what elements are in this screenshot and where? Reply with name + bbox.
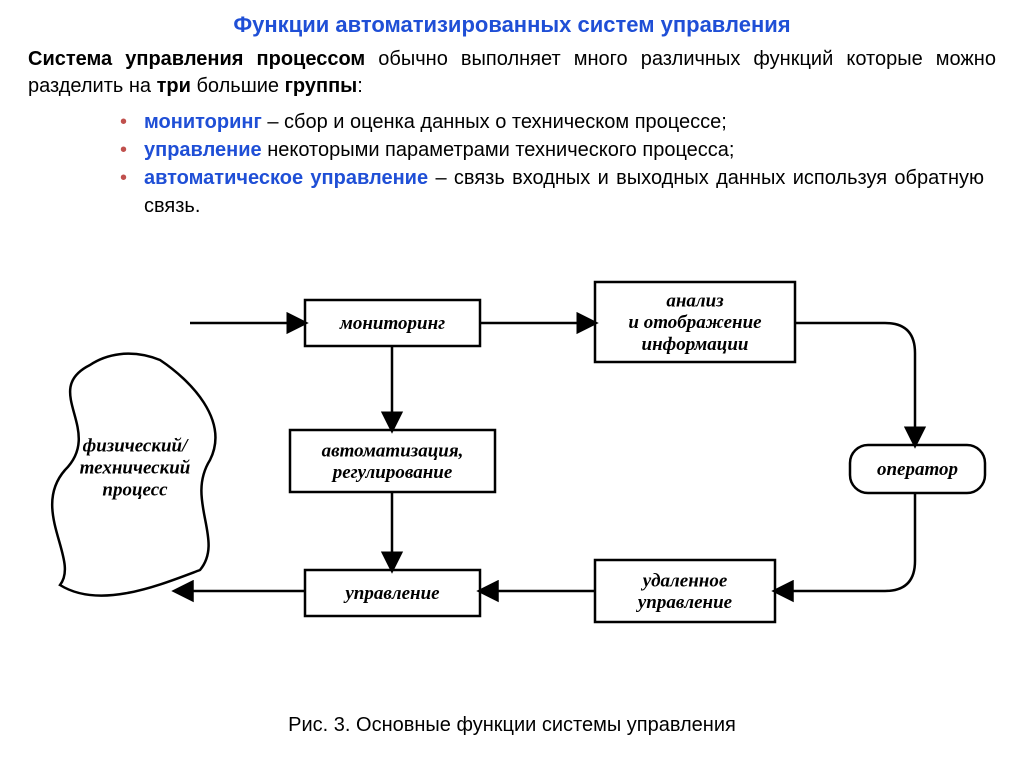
svg-text:и отображение: и отображение (628, 312, 762, 333)
svg-text:управление: управление (343, 583, 440, 604)
flowchart-diagram: физический/техническийпроцесс мониторинг а… (0, 260, 1024, 710)
svg-text:физический/: физический/ (83, 436, 189, 457)
intro-paragraph: Система управления процессом обычно выпо… (0, 38, 1024, 100)
bullet-list: мониторинг – сбор и оценка данных о техн… (0, 108, 1024, 220)
bullet-term: автоматическое управление (144, 167, 428, 189)
bullet-item: управление некоторыми параметрами технич… (120, 136, 984, 164)
svg-text:оператор: оператор (877, 459, 958, 480)
edge (775, 493, 915, 591)
svg-text:процесс: процесс (102, 479, 168, 500)
figure-caption: Рис. 3. Основные функции системы управле… (0, 714, 1024, 737)
intro-p3: : (357, 75, 363, 97)
intro-b3: группы (285, 75, 358, 97)
bullet-desc: – сбор и оценка данных о техническом про… (262, 111, 727, 133)
page-title: Функции автоматизированных систем управл… (0, 0, 1024, 38)
svg-text:мониторинг: мониторинг (339, 313, 445, 334)
node-operator: оператор (850, 445, 985, 493)
svg-text:автоматизация,: автоматизация, (322, 440, 464, 461)
bullet-term: мониторинг (144, 111, 262, 133)
bullet-tail: . (195, 195, 201, 217)
bullet-item: мониторинг – сбор и оценка данных о техн… (120, 108, 984, 136)
svg-text:информации: информации (642, 334, 749, 355)
node-monitoring: мониторинг (305, 300, 480, 346)
bullet-desc: некоторыми параметрами технического проц… (262, 139, 735, 161)
svg-text:управление: управление (636, 592, 733, 613)
node-analysis: анализи отображениеинформации (595, 282, 795, 362)
node-process: физический/техническийпроцесс (52, 354, 215, 596)
node-automation: автоматизация,регулирование (290, 430, 495, 492)
edge (795, 323, 915, 445)
node-remote: удаленноеуправление (595, 560, 775, 622)
bullet-term: управление (144, 139, 262, 161)
intro-b2: три (157, 75, 191, 97)
node-control: управление (305, 570, 480, 616)
intro-lead: Система управления процессом (28, 48, 365, 70)
svg-text:удаленное: удаленное (641, 570, 728, 591)
bullet-item: автоматическое управление – связь входны… (120, 164, 984, 220)
svg-text:технический: технический (80, 458, 191, 479)
svg-text:анализ: анализ (666, 290, 724, 311)
svg-text:регулирование: регулирование (331, 462, 453, 483)
intro-p2: большие (191, 75, 285, 97)
